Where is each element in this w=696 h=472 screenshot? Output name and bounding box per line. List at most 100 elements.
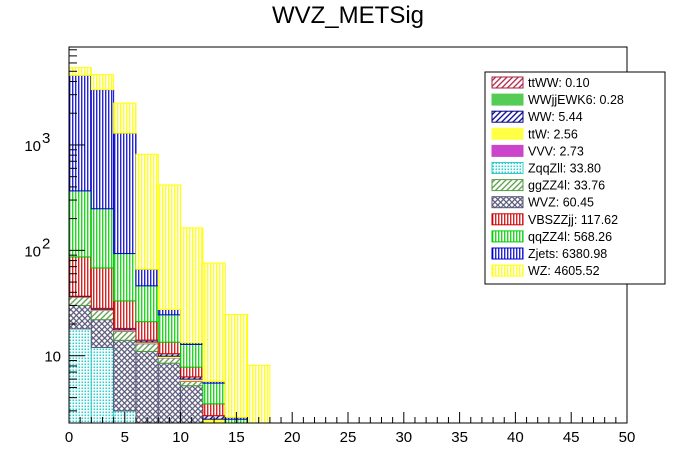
legend-label: qqZZ4l: 568.26	[528, 230, 612, 244]
bar-wz-bin-4	[157, 184, 182, 311]
legend-item-vvv: VVV: 2.73	[491, 144, 584, 158]
legend-label: ggZZ4l: 33.76	[528, 179, 605, 193]
bar-wz-bin-6	[202, 262, 226, 382]
legend-item-wvz: WVZ: 60.45	[491, 196, 594, 210]
legend-swatch	[491, 196, 524, 209]
legend: ttWW: 0.10 WWjjEWK6: 0.28 WW: 5.44 ttW: 2.5…	[484, 71, 666, 285]
bar-vbszzjj-bin-2	[113, 300, 137, 329]
bar-ggzz4l-bin-3	[135, 343, 159, 352]
x-tick-label: 40	[507, 429, 524, 446]
axis-ticks	[68, 49, 628, 423]
legend-label: ttWW: 0.10	[528, 76, 590, 90]
bar-vbszzjj-bin-5	[180, 366, 204, 378]
bar-ggzz4l-bin-4	[157, 357, 182, 364]
legend-label: Zjets: 6380.98	[528, 247, 607, 261]
bar-zqqzll-bin-0	[68, 328, 92, 424]
bar-qqzz4l-bin-1	[90, 208, 115, 269]
legend-swatch	[491, 110, 524, 123]
bar-qqzz4l-bin-5	[180, 343, 204, 368]
legend-swatch	[491, 144, 524, 157]
bar-zjets-bin-1	[90, 89, 115, 210]
legend-item-qqzz4l: qqZZ4l: 568.26	[491, 230, 612, 244]
y-tick-label-base: 10	[24, 243, 41, 260]
legend-label: ZqqZll: 33.80	[528, 162, 601, 176]
y-tick-label: 10 2	[24, 235, 50, 260]
x-tick-label: 30	[395, 429, 412, 446]
bar-qqzz4l-bin-2	[113, 253, 137, 302]
y-tick-label-exponent: 3	[42, 130, 50, 147]
y-tick-label: 10 3	[24, 130, 50, 155]
histogram-bars	[68, 67, 271, 424]
x-tick-label: 0	[65, 429, 73, 446]
legend-item-ggzz4l: ggZZ4l: 33.76	[491, 179, 605, 193]
bar-vbszzjj-bin-4	[157, 341, 182, 355]
bar-vbszzjj-bin-1	[90, 267, 115, 309]
bar-wz-bin-7	[224, 314, 249, 418]
bar-ggzz4l-bin-5	[180, 380, 204, 387]
bar-vbszzjj-bin-3	[135, 321, 159, 341]
legend-item-zqqzll: ZqqZll: 33.80	[491, 162, 601, 176]
bar-wvz-bin-4	[157, 362, 182, 424]
bar-qqzz4l-bin-6	[202, 382, 226, 405]
bar-wvz-bin-0	[68, 304, 92, 330]
x-tick-label: 20	[284, 429, 301, 446]
legend-item-zjets: Zjets: 6380.98	[491, 247, 607, 261]
legend-label: VBSZZjj: 117.62	[528, 213, 618, 227]
bar-vbszzjj-bin-6	[202, 403, 226, 417]
bar-wz-bin-8	[247, 364, 271, 424]
bar-ggzz4l-bin-0	[68, 296, 92, 306]
bar-wvz-bin-2	[113, 339, 137, 412]
x-tick-label: 35	[451, 429, 468, 446]
legend-swatch	[491, 162, 524, 174]
bar-wvz-bin-3	[135, 350, 159, 424]
legend-label: WWjjEWK6: 0.28	[528, 93, 624, 107]
y-tick-label-base: 10	[24, 138, 41, 155]
legend-swatch	[491, 179, 524, 192]
x-tick-label: 50	[619, 429, 636, 446]
bar-vbszzjj-bin-0	[68, 256, 92, 297]
legend-swatch	[491, 264, 524, 277]
y-tick-label: 10	[44, 349, 61, 366]
x-tick-label: 10	[172, 429, 189, 446]
legend-item-wwjjewk6: WWjjEWK6: 0.28	[491, 93, 624, 107]
legend-item-wz: WZ: 4605.52	[491, 264, 600, 278]
legend-item-ww: WW: 5.44	[491, 110, 583, 124]
bar-zjets-bin-4	[157, 309, 182, 316]
legend-swatch	[491, 247, 524, 260]
bar-ggzz4l-bin-2	[113, 330, 137, 341]
legend-label: WW: 5.44	[528, 110, 583, 124]
x-tick-label: 5	[121, 429, 129, 446]
bar-ggzz4l-bin-1	[90, 309, 115, 321]
bar-wz-bin-5	[180, 227, 204, 344]
y-tick-label-exponent: 2	[42, 235, 50, 252]
bar-zqqzll-bin-1	[90, 346, 115, 424]
bar-qqzz4l-bin-4	[157, 314, 182, 343]
legend-item-ttw: ttW: 2.56	[491, 127, 578, 141]
legend-swatch	[491, 76, 524, 89]
bar-zjets-bin-0	[68, 74, 92, 192]
bar-wvz-bin-1	[90, 319, 115, 348]
x-tick-label: 25	[340, 429, 357, 446]
legend-label: WVZ: 60.45	[528, 196, 594, 210]
legend-item-ttww: ttWW: 0.10	[491, 76, 590, 90]
bar-wz-bin-3	[135, 153, 159, 270]
y-tick-label-base: 10	[44, 349, 61, 366]
legend-swatch	[491, 127, 524, 140]
bar-zjets-bin-3	[135, 268, 159, 287]
bar-zjets-bin-2	[113, 132, 137, 255]
legend-label: WZ: 4605.52	[528, 264, 600, 278]
legend-swatch	[491, 230, 524, 243]
x-tick-label: 45	[563, 429, 580, 446]
legend-label: ttW: 2.56	[528, 127, 578, 141]
bar-qqzz4l-bin-3	[135, 285, 159, 323]
bar-qqzz4l-bin-0	[68, 190, 92, 258]
legend-item-vbszzjj: VBSZZjj: 117.62	[491, 213, 618, 227]
legend-swatch	[491, 213, 524, 226]
legend-swatch	[491, 93, 524, 106]
x-axis-tick-labels: 0 5 10 15 20 25 30 35 40 45 50	[65, 429, 636, 446]
x-tick-label: 15	[228, 429, 245, 446]
legend-label: VVV: 2.73	[528, 144, 584, 158]
bar-wz-bin-1	[90, 74, 115, 91]
